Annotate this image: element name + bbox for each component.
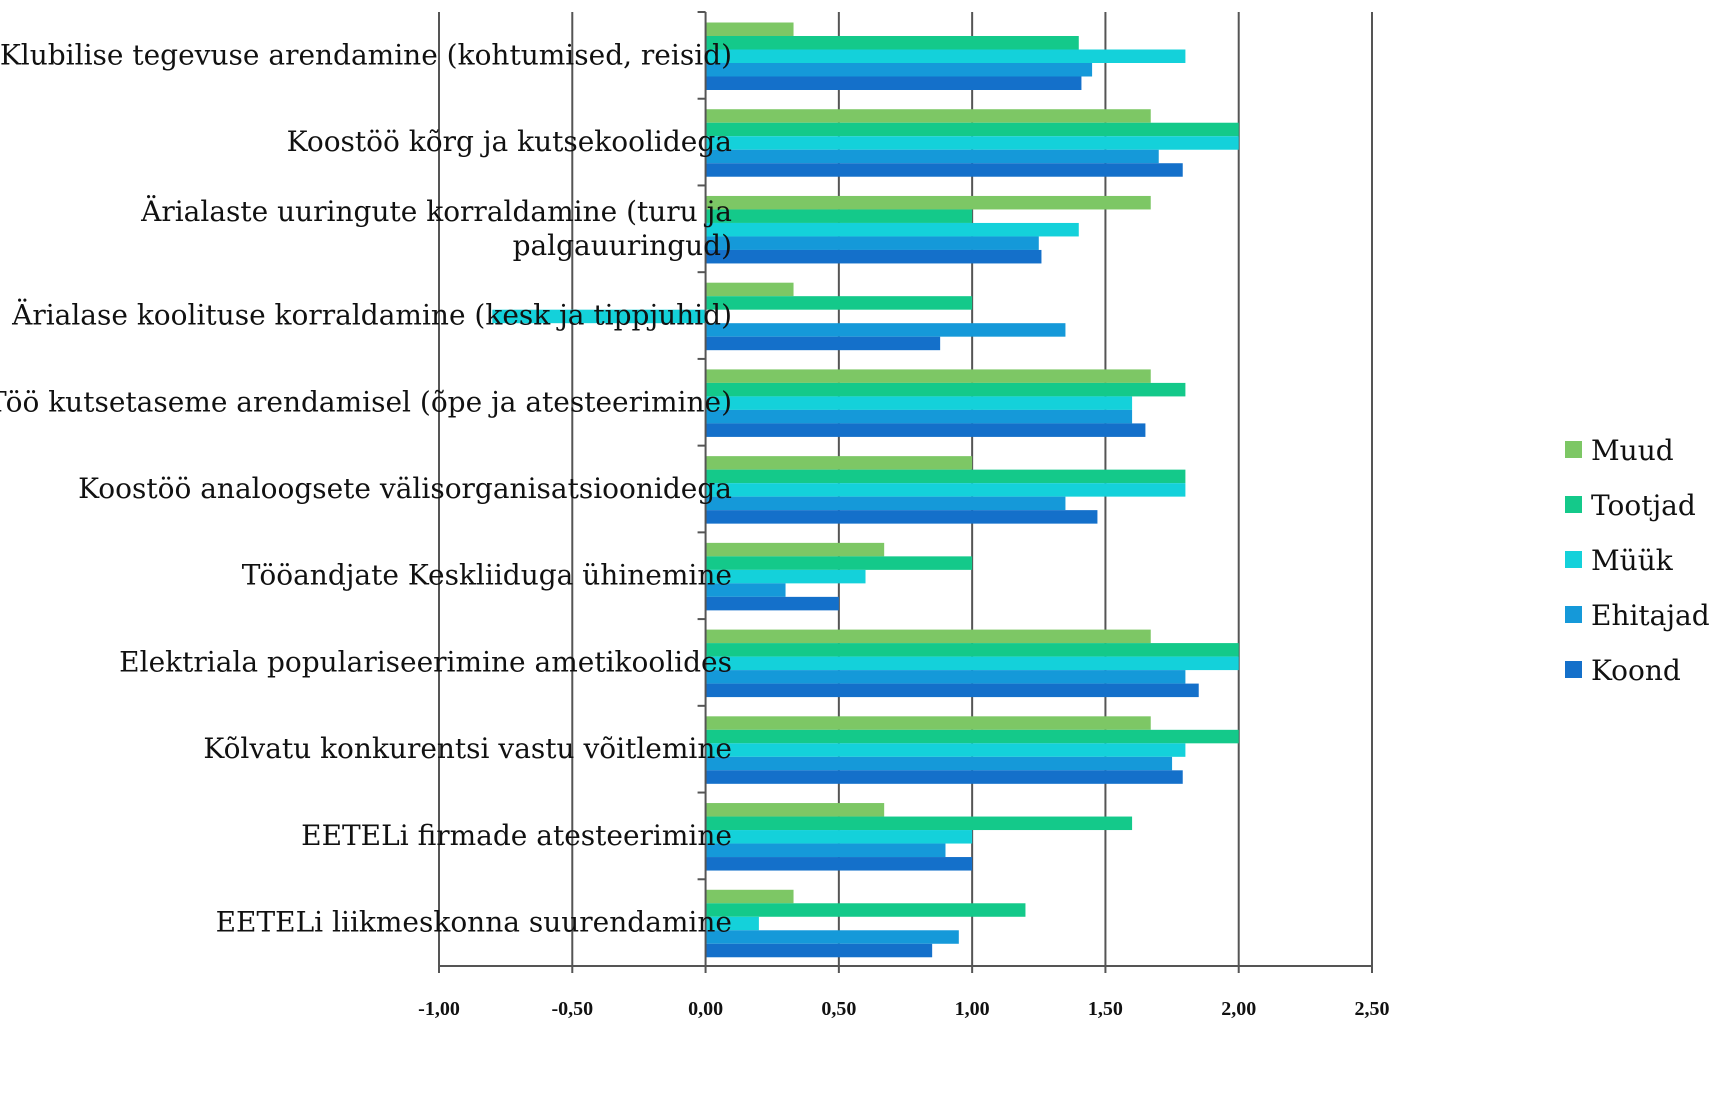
- x-tick-labels: -1,00 -0,50 0,00 0,50 1,00 1,50 2,00 2,50: [418, 998, 1389, 1020]
- bar-koond: [705, 770, 1183, 784]
- bar-tootjad: [705, 469, 1186, 484]
- bar-ehitajad: [705, 843, 946, 858]
- legend-label: Muud: [1591, 434, 1674, 467]
- bar-m-k: [705, 483, 1186, 497]
- bar-tootjad: [705, 903, 1026, 917]
- category-label: Koostöö analoogsete välisorganisatsiooni…: [78, 472, 732, 505]
- category-label: EETELi firmade atesteerimine: [301, 819, 732, 852]
- legend-label: Tootjad: [1591, 489, 1696, 522]
- bar-koond: [705, 596, 839, 611]
- legend-swatch: [1565, 551, 1582, 568]
- x-tick-label: 2,50: [1355, 998, 1390, 1020]
- bar-tootjad: [705, 382, 1186, 397]
- category-label: Koostöö kõrg ja kutsekoolidega: [287, 125, 732, 158]
- bar-tootjad: [705, 729, 1239, 744]
- bar-muud: [705, 716, 1151, 730]
- bar-koond: [705, 336, 941, 351]
- bar-ehitajad: [705, 323, 1066, 337]
- category-label: Ärialaste uuringute korraldamine (turu j…: [140, 195, 732, 228]
- bar-m-k: [705, 656, 1239, 671]
- category-label: Kõlvatu konkurentsi vastu võitlemine: [203, 732, 732, 765]
- bar-ehitajad: [705, 583, 786, 597]
- bar-ehitajad: [705, 149, 1159, 164]
- bar-m-k: [705, 569, 866, 584]
- legend-swatch: [1565, 661, 1582, 678]
- bar-tootjad: [705, 816, 1133, 831]
- bar-muud: [705, 369, 1151, 383]
- category-label: EETELi liikmeskonna suurendamine: [216, 906, 732, 939]
- bar-ehitajad: [705, 670, 1186, 684]
- bar-muud: [705, 629, 1151, 644]
- bar-ehitajad: [705, 63, 1093, 77]
- bar-ehitajad: [705, 409, 1133, 424]
- legend-swatch: [1565, 606, 1582, 623]
- bar-muud: [705, 22, 794, 36]
- legend: Muud Tootjad Müük Ehitajad Koond: [1565, 434, 1710, 687]
- x-tick-label: 0,00: [688, 998, 723, 1020]
- bar-tootjad: [705, 122, 1239, 137]
- bar-m-k: [705, 916, 759, 931]
- category-label: Tööandjate Keskliiduga ühinemine: [242, 559, 732, 592]
- x-tick-label: 0,50: [821, 998, 856, 1020]
- bars: [492, 22, 1239, 958]
- bar-tootjad: [705, 296, 973, 310]
- category-axis: [697, 11, 707, 967]
- bar-koond: [705, 163, 1183, 177]
- bar-ehitajad: [705, 236, 1039, 250]
- bar-koond: [705, 683, 1199, 698]
- bar-muud: [705, 542, 885, 557]
- bar-koond: [705, 943, 933, 958]
- bar-m-k: [705, 396, 1133, 410]
- bar-koond: [705, 510, 1098, 524]
- bar-koond: [705, 76, 1082, 90]
- legend-swatch: [1565, 441, 1582, 458]
- bar-tootjad: [705, 556, 973, 570]
- bar-muud: [705, 889, 794, 904]
- bar-m-k: [705, 136, 1239, 150]
- x-tick-label: -0,50: [551, 998, 593, 1020]
- bar-tootjad: [705, 643, 1239, 657]
- bar-ehitajad: [705, 930, 959, 944]
- bar-muud: [705, 195, 1151, 210]
- bar-tootjad: [705, 209, 973, 223]
- bar-m-k: [705, 222, 1079, 237]
- category-label: Töö kutsetaseme arendamisel (õpe ja ates…: [0, 385, 732, 418]
- bar-muud: [705, 803, 885, 817]
- category-label: palgauuringud): [513, 229, 732, 262]
- bar-m-k: [705, 49, 1186, 63]
- bar-koond: [705, 249, 1042, 264]
- bar-muud: [705, 456, 973, 470]
- x-tick-label: 1,50: [1088, 998, 1123, 1020]
- bar-koond: [705, 423, 1146, 437]
- category-label: Elektriala populariseerimine ametikoolid…: [119, 645, 732, 678]
- legend-label: Ehitajad: [1591, 599, 1710, 632]
- category-label: Ärialase koolituse korraldamine (kesk ja…: [11, 299, 732, 332]
- legend-label: Koond: [1591, 654, 1681, 687]
- bar-muud: [705, 109, 1151, 123]
- bar-koond: [705, 857, 973, 871]
- legend-swatch: [1565, 496, 1582, 513]
- bar-ehitajad: [705, 756, 1173, 771]
- legend-label: Müük: [1591, 544, 1674, 577]
- bar-tootjad: [705, 36, 1079, 50]
- bar-m-k: [705, 743, 1186, 757]
- bar-muud: [705, 282, 794, 297]
- x-tick-label: -1,00: [418, 998, 460, 1020]
- bar-ehitajad: [705, 496, 1066, 511]
- bar-m-k: [492, 309, 706, 324]
- category-labels: Klubilise tegevuse arendamine (kohtumise…: [0, 38, 732, 938]
- x-tick-label: 1,00: [955, 998, 990, 1020]
- category-label: Klubilise tegevuse arendamine (kohtumise…: [0, 38, 732, 71]
- bar-m-k: [705, 830, 973, 844]
- x-tick-label: 2,00: [1221, 998, 1256, 1020]
